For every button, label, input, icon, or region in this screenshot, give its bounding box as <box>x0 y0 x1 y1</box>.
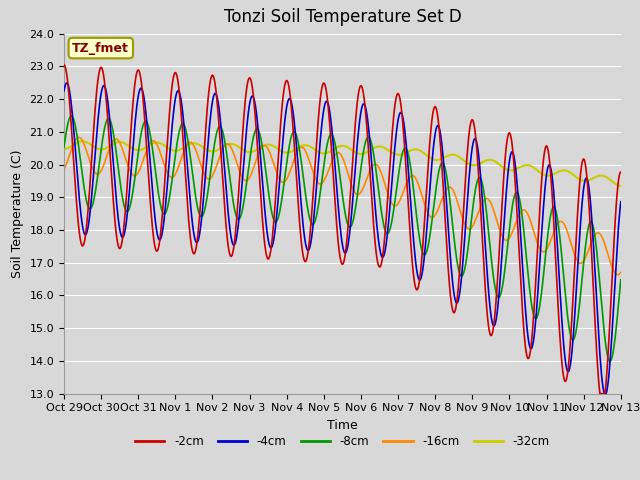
X-axis label: Time: Time <box>327 419 358 432</box>
Text: TZ_fmet: TZ_fmet <box>72 42 129 55</box>
Y-axis label: Soil Temperature (C): Soil Temperature (C) <box>11 149 24 278</box>
Legend: -2cm, -4cm, -8cm, -16cm, -32cm: -2cm, -4cm, -8cm, -16cm, -32cm <box>130 430 555 453</box>
Title: Tonzi Soil Temperature Set D: Tonzi Soil Temperature Set D <box>223 9 461 26</box>
